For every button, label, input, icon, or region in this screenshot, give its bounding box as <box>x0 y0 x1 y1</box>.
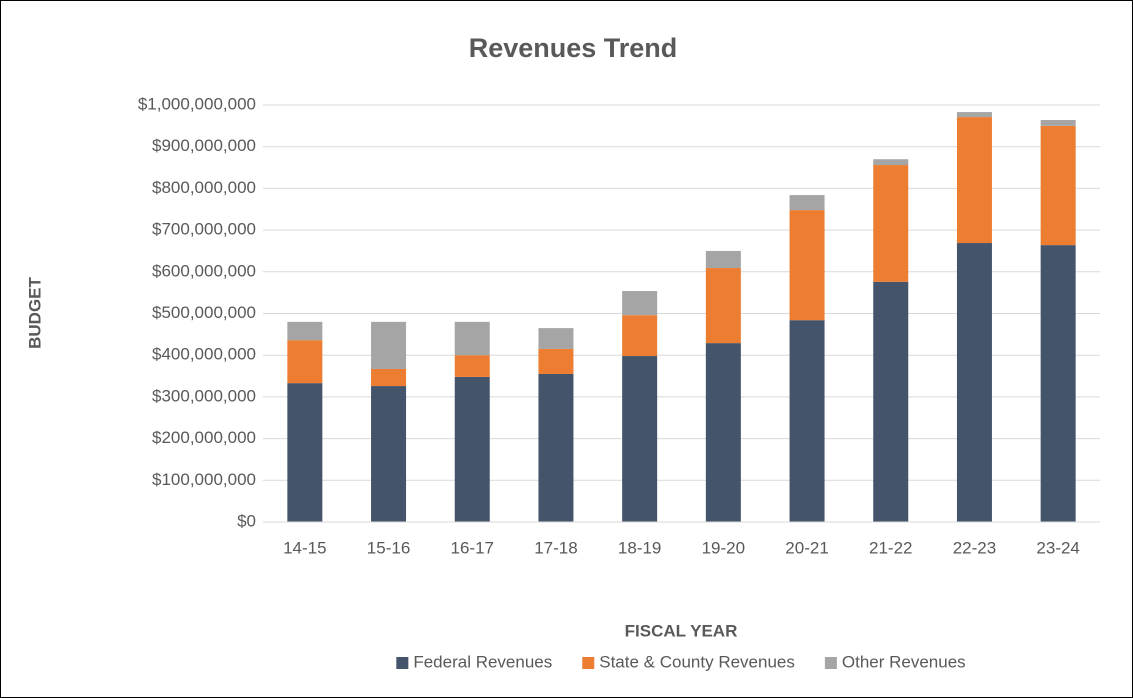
x-tick-label: 16-17 <box>451 538 494 557</box>
bar-segment <box>371 321 407 369</box>
bar-segment <box>873 281 909 522</box>
bar-segment <box>873 159 909 166</box>
bar-segment <box>956 117 992 244</box>
legend-swatch <box>824 657 837 669</box>
bar-segment <box>1040 245 1076 522</box>
bar-segment <box>705 250 741 269</box>
y-tick-label: $1,000,000,000 <box>138 94 256 113</box>
y-tick-label: $300,000,000 <box>152 386 256 405</box>
bar-segment <box>705 268 741 344</box>
legend-label: State & County Revenues <box>599 652 795 671</box>
x-tick-label: 20-21 <box>785 538 828 557</box>
bar-segment <box>1040 120 1076 126</box>
bar-segment <box>956 112 992 118</box>
bar-segment <box>789 195 825 211</box>
bar-segment <box>622 356 658 522</box>
x-tick-label: 17-18 <box>534 538 577 557</box>
y-tick-label: $900,000,000 <box>152 136 256 155</box>
bar-segment <box>287 321 323 341</box>
y-tick-label: $100,000,000 <box>152 470 256 489</box>
bar-segment <box>622 315 658 357</box>
bar-segment <box>538 373 574 522</box>
legend-swatch <box>582 657 595 669</box>
bar-segment <box>454 355 490 377</box>
y-tick-label: $700,000,000 <box>152 220 256 239</box>
bar-segment <box>454 376 490 522</box>
bar-segment <box>956 243 992 523</box>
y-tick-label: $600,000,000 <box>152 261 256 280</box>
bar-segment <box>789 210 825 321</box>
bar-segment <box>873 165 909 282</box>
x-tick-label: 21-22 <box>869 538 912 557</box>
bar-segment <box>287 383 323 522</box>
y-tick-label: $200,000,000 <box>152 428 256 447</box>
x-tick-label: 23-24 <box>1036 538 1079 557</box>
x-tick-label: 15-16 <box>367 538 410 557</box>
bar-segment <box>538 348 574 374</box>
x-axis-title: FISCAL YEAR <box>625 621 738 640</box>
legend-label: Other Revenues <box>842 652 966 671</box>
chart-title: Revenues Trend <box>469 33 678 63</box>
y-tick-label: $800,000,000 <box>152 178 256 197</box>
x-tick-label: 19-20 <box>702 538 745 557</box>
bar-segment <box>622 290 658 316</box>
y-axis-title: BUDGET <box>25 276 44 348</box>
x-tick-label: 14-15 <box>283 538 326 557</box>
bar-segment <box>705 343 741 522</box>
legend-swatch <box>396 657 409 669</box>
bar-segment <box>1040 125 1076 246</box>
y-tick-label: $0 <box>237 511 256 530</box>
x-tick-label: 22-23 <box>953 538 996 557</box>
legend-label: Federal Revenues <box>413 652 552 671</box>
x-tick-label: 18-19 <box>618 538 661 557</box>
y-tick-label: $500,000,000 <box>152 303 256 322</box>
bar-segment <box>538 328 574 349</box>
bar-segment <box>371 368 407 387</box>
bar-segment <box>287 340 323 384</box>
bar-segment <box>371 386 407 522</box>
y-tick-label: $400,000,000 <box>152 345 256 364</box>
bar-segment <box>789 320 825 522</box>
bar-segment <box>454 321 490 356</box>
